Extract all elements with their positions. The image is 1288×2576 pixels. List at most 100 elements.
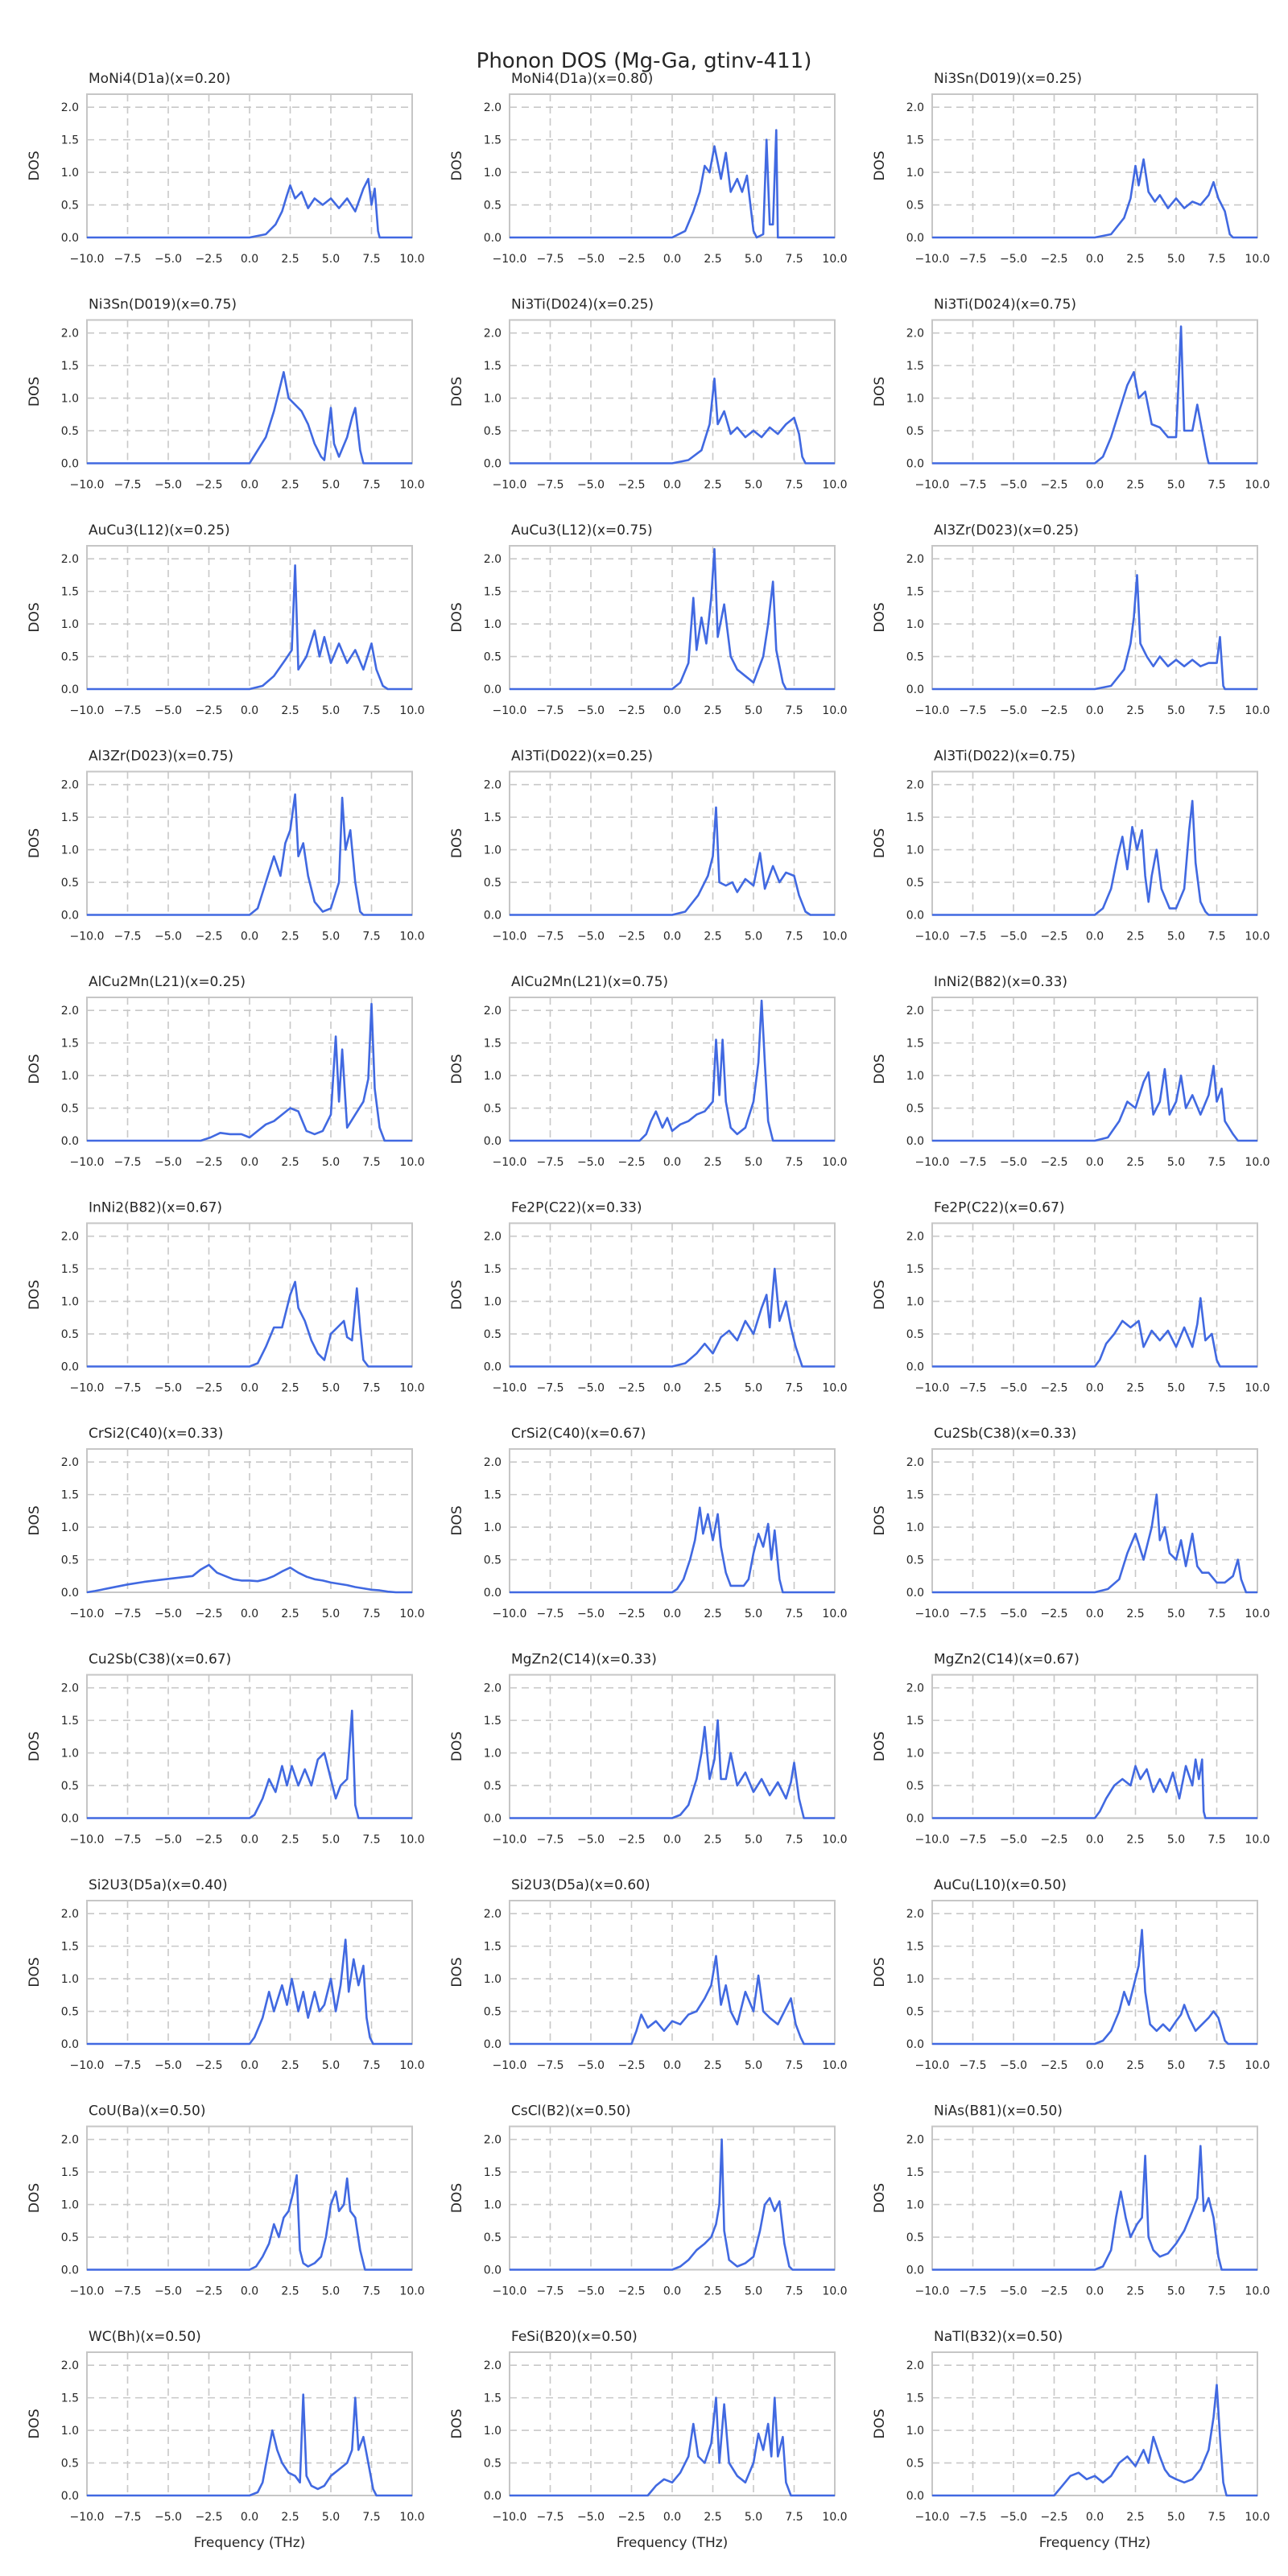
x-tick-label: −5.0 — [577, 1156, 605, 1169]
x-tick-label: 10.0 — [1245, 1156, 1269, 1169]
y-tick-label: 0.0 — [61, 1135, 79, 1148]
dos-line — [510, 1719, 835, 1819]
y-tick-label: 0.5 — [61, 1328, 79, 1341]
x-tick-label: 10.0 — [1245, 1608, 1269, 1620]
y-tick-label: 1.0 — [61, 167, 79, 180]
x-tick-label: 2.5 — [1126, 2511, 1144, 2524]
x-tick-label: 0.0 — [241, 931, 258, 943]
x-tick-label: 7.5 — [785, 1834, 803, 1847]
x-tick-label: 2.5 — [704, 1382, 721, 1395]
subplot: NaTl(B32)(x=0.50) −10.0 −7.5 −5.0 −2.5 0.0 2.5… — [872, 2329, 1270, 2551]
subplot: MoNi4(D1a)(x=0.20) −10.0 −7.5 −5.0 −2.5 0.0 2.… — [27, 71, 425, 266]
panel-title: Ni3Sn(D019)(x=0.75) — [89, 297, 237, 313]
subplot: NiAs(B81)(x=0.50) −10.0 −7.5 −5.0 −2.5 0.0 2.5… — [872, 2103, 1270, 2298]
y-tick-label: 2.0 — [906, 1456, 924, 1469]
x-tick-label: 0.0 — [241, 2059, 258, 2072]
dos-line — [510, 2138, 835, 2271]
y-tick-label: 1.5 — [906, 134, 924, 147]
panel-title: WC(Bh)(x=0.50) — [89, 2329, 201, 2345]
y-tick-label: 0.0 — [61, 2264, 79, 2277]
y-tick-label: 2.0 — [484, 1231, 502, 1244]
y-tick-label: 2.0 — [906, 1231, 924, 1244]
y-tick-label: 1.0 — [61, 1748, 79, 1761]
x-tick-label: −10.0 — [70, 1608, 105, 1620]
x-tick-label: −5.0 — [577, 2059, 605, 2072]
x-tick-label: −10.0 — [915, 253, 950, 266]
plot-frame — [86, 1448, 413, 1593]
x-tick-label: −2.5 — [1041, 2511, 1068, 2524]
figure-title: Phonon DOS (Mg-Ga, gtinv-411) — [477, 49, 812, 73]
x-tick-label: 2.5 — [1126, 1608, 1144, 1620]
x-tick-label: 5.0 — [745, 1382, 762, 1395]
x-tick-label: −7.5 — [960, 1156, 987, 1169]
x-tick-label: −7.5 — [960, 931, 987, 943]
subplot: InNi2(B82)(x=0.67) −10.0 −7.5 −5.0 −2.5 0.0 2.… — [27, 1200, 425, 1395]
subplot: Cu2Sb(C38)(x=0.67) −10.0 −7.5 −5.0 −2.5 0.0 2.… — [27, 1652, 425, 1847]
subplot: CsCl(B2)(x=0.50) −10.0 −7.5 −5.0 −2.5 0.0 2.5 5… — [449, 2103, 848, 2298]
y-tick-label: 1.0 — [484, 393, 502, 406]
y-axis-label: DOS — [449, 602, 465, 632]
y-axis-label: DOS — [449, 1957, 465, 1987]
x-tick-label: 0.0 — [1086, 1608, 1104, 1620]
x-tick-label: 10.0 — [822, 931, 847, 943]
x-tick-label: 5.0 — [745, 479, 762, 492]
panel-title: Al3Zr(D023)(x=0.25) — [934, 522, 1079, 539]
x-tick-label: 5.0 — [1167, 1834, 1185, 1847]
subplot: AuCu(L10)(x=0.50) −10.0 −7.5 −5.0 −2.5 0.0 2.5… — [872, 1877, 1270, 2072]
y-tick-label: 2.0 — [61, 779, 79, 792]
panel-title: AlCu2Mn(L21)(x=0.25) — [89, 974, 246, 990]
x-tick-label: 5.0 — [745, 2511, 762, 2524]
x-tick-label: −7.5 — [114, 2511, 142, 2524]
x-tick-label: 10.0 — [1245, 1382, 1269, 1395]
x-tick-label: 5.0 — [1167, 2285, 1185, 2298]
y-axis-label: DOS — [872, 602, 888, 632]
x-tick-label: −5.0 — [577, 253, 605, 266]
dos-line — [87, 564, 412, 691]
x-tick-label: 0.0 — [663, 931, 681, 943]
y-tick-label: 0.0 — [61, 232, 79, 245]
x-tick-label: 0.0 — [241, 1834, 258, 1847]
y-tick-label: 2.0 — [61, 1908, 79, 1921]
x-tick-label: 7.5 — [785, 2511, 803, 2524]
dos-line — [932, 1297, 1257, 1368]
y-tick-label: 1.0 — [906, 167, 924, 180]
y-tick-label: 2.0 — [906, 1908, 924, 1921]
panel-title: Si2U3(D5a)(x=0.40) — [89, 1877, 228, 1893]
y-tick-label: 0.0 — [484, 1135, 502, 1148]
x-tick-label: 2.5 — [281, 253, 299, 266]
plot-frame — [509, 997, 836, 1141]
x-tick-label: −10.0 — [493, 253, 527, 266]
x-tick-label: 2.5 — [704, 2285, 721, 2298]
x-tick-label: −5.0 — [1000, 2285, 1027, 2298]
x-tick-label: 0.0 — [1086, 1834, 1104, 1847]
y-axis-label: DOS — [27, 151, 43, 180]
y-tick-label: 0.5 — [61, 1103, 79, 1116]
y-tick-label: 1.0 — [61, 1973, 79, 1986]
x-tick-label: 2.5 — [1126, 2059, 1144, 2072]
x-tick-label: −10.0 — [493, 931, 527, 943]
y-axis-label: DOS — [449, 2409, 465, 2438]
x-tick-label: 2.5 — [281, 479, 299, 492]
x-tick-label: 10.0 — [1245, 2285, 1269, 2298]
x-tick-label: 10.0 — [822, 2059, 847, 2072]
x-tick-label: 7.5 — [785, 253, 803, 266]
y-tick-label: 0.5 — [906, 1554, 924, 1567]
x-tick-label: −10.0 — [70, 479, 105, 492]
y-tick-label: 1.0 — [906, 393, 924, 406]
x-tick-label: −5.0 — [155, 931, 182, 943]
y-tick-label: 1.5 — [61, 1038, 79, 1051]
x-tick-label: −5.0 — [577, 931, 605, 943]
y-tick-label: 0.5 — [61, 877, 79, 890]
x-tick-label: 7.5 — [1208, 931, 1225, 943]
x-tick-label: 2.5 — [1126, 704, 1144, 717]
x-tick-label: −2.5 — [196, 704, 223, 717]
x-tick-label: 7.5 — [785, 1156, 803, 1169]
y-axis-label: DOS — [872, 2409, 888, 2438]
y-tick-label: 2.0 — [61, 1231, 79, 1244]
y-tick-label: 1.5 — [484, 811, 502, 824]
x-tick-label: −10.0 — [70, 1382, 105, 1395]
y-axis-label: DOS — [872, 1054, 888, 1084]
y-tick-label: 0.0 — [906, 2490, 924, 2503]
y-tick-label: 0.0 — [61, 2490, 79, 2503]
x-tick-label: −2.5 — [618, 1608, 646, 1620]
